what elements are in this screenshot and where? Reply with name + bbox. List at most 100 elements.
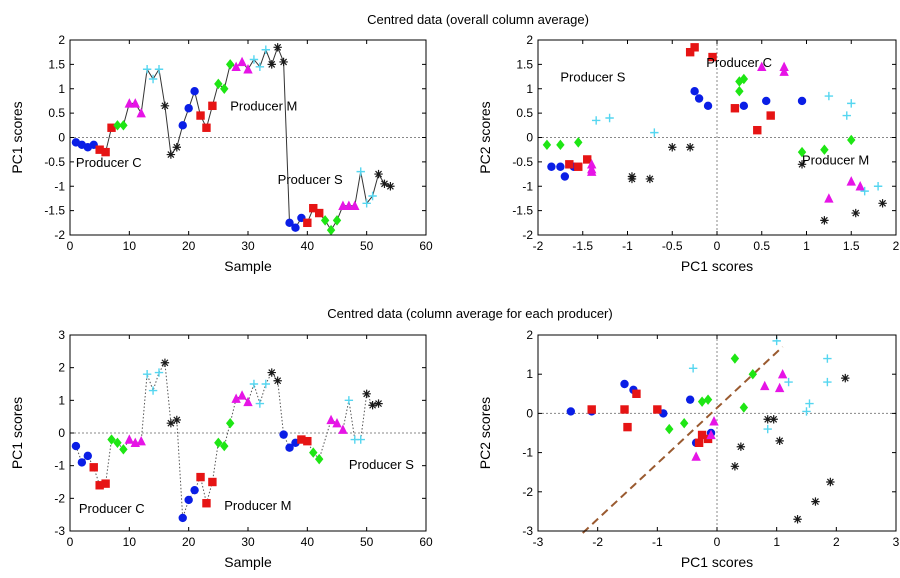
data-point-asterisk <box>841 373 850 383</box>
data-point-diamond <box>220 440 229 452</box>
data-point-triangle <box>757 61 767 72</box>
data-point-asterisk <box>273 376 282 385</box>
data-point-diamond <box>820 144 829 155</box>
x-axis-label: PC1 scores <box>681 554 753 570</box>
data-point-square <box>95 481 104 490</box>
data-point-square <box>202 123 211 132</box>
x-tick-label: 1 <box>773 535 780 549</box>
x-tick-label: 30 <box>241 239 255 253</box>
data-point-asterisk <box>878 199 887 208</box>
x-axis-label: PC1 scores <box>681 258 753 274</box>
data-point-diamond <box>214 78 223 90</box>
data-point-square <box>753 125 762 135</box>
y-tick-label: 0.5 <box>48 106 65 120</box>
data-point-plus <box>805 399 814 408</box>
y-tick-label: 2 <box>58 361 65 375</box>
data-point-circle <box>77 458 87 467</box>
data-point-circle <box>184 104 193 113</box>
x-axis-label: Sample <box>224 258 272 274</box>
x-tick-label: -1 <box>622 239 633 253</box>
data-point-plus <box>368 191 377 201</box>
x-tick-label: 30 <box>241 535 255 549</box>
data-point-asterisk <box>166 419 176 428</box>
data-point-plus <box>823 354 832 363</box>
data-point-triangle <box>777 369 788 379</box>
data-point-asterisk <box>374 399 383 408</box>
data-point-triangle <box>130 98 140 108</box>
data-point-triangle <box>136 435 146 446</box>
data-point-square <box>587 405 596 414</box>
data-point-diamond <box>315 453 324 465</box>
data-point-square <box>309 203 318 213</box>
data-point-square <box>303 436 312 446</box>
x-tick-label: -2 <box>592 535 603 549</box>
x-tick-label: 0.5 <box>753 239 770 253</box>
chart-bottom-right: -3 -2 -1 0 1 2 3 -3 -2 -1 0 1 2 PC1 scores PC2 scores <box>477 328 900 570</box>
x-tick-label: 0 <box>714 239 721 253</box>
y-tick-label: -3 <box>54 524 65 538</box>
data-point-triangle <box>326 414 336 425</box>
data-point-triangle <box>587 159 597 169</box>
data-point-square <box>690 43 699 52</box>
y-tick-label: 1.5 <box>516 57 533 71</box>
y-tick-label: -0.5 <box>44 155 65 169</box>
data-point-triangle <box>691 451 701 461</box>
data-point-square <box>574 162 583 171</box>
data-point-circle <box>762 96 771 106</box>
data-point-plus <box>356 167 365 176</box>
data-point-diamond <box>309 447 318 458</box>
data-point-diamond <box>226 59 235 70</box>
data-point-square <box>708 52 717 62</box>
x-tick-label: 40 <box>301 239 315 253</box>
y-tick-label: -1 <box>522 179 533 193</box>
data-point-plus <box>860 186 869 196</box>
data-point-diamond <box>739 402 749 413</box>
y-tick-label: 1.5 <box>48 57 65 71</box>
data-point-diamond <box>574 137 583 148</box>
y-tick-label: -3 <box>522 524 533 538</box>
annotation-label: Producer S <box>349 457 414 472</box>
data-point-diamond <box>326 224 336 236</box>
data-point-triangle <box>846 176 856 186</box>
y-tick-label: 2 <box>526 328 533 342</box>
data-point-asterisk <box>851 208 860 218</box>
data-point-asterisk <box>730 462 740 471</box>
data-point-asterisk <box>627 172 637 181</box>
data-point-square <box>583 155 592 164</box>
data-point-plus <box>784 377 793 387</box>
data-point-asterisk <box>172 415 181 425</box>
data-point-asterisk <box>368 401 377 410</box>
data-point-circle <box>620 379 629 389</box>
data-point-plus <box>154 368 164 377</box>
y-tick-label: 1 <box>526 367 533 381</box>
data-point-asterisk <box>374 169 383 179</box>
data-point-asterisk <box>668 143 677 152</box>
data-point-triangle <box>709 416 719 426</box>
x-tick-label: -0.5 <box>662 239 683 253</box>
data-point-plus <box>824 91 834 101</box>
data-point-circle <box>285 443 294 452</box>
x-tick-label: -1.5 <box>572 239 593 253</box>
data-point-asterisk <box>273 43 282 52</box>
x-tick-label: -1 <box>652 535 663 549</box>
data-point-plus <box>261 379 270 389</box>
data-point-circle <box>285 218 294 228</box>
chart-bottom-left: 0 10 20 30 40 50 60 -3 -2 -1 0 1 2 3 Sample PC1 scores P… <box>9 328 433 570</box>
y-tick-label: -2 <box>54 491 65 505</box>
data-point-square <box>196 111 205 120</box>
y-tick-label: -2 <box>54 228 65 242</box>
data-point-triangle <box>332 418 342 428</box>
data-point-circle <box>739 101 749 111</box>
data-point-plus <box>688 364 698 373</box>
y-axis-label: PC1 scores <box>9 101 25 173</box>
data-point-asterisk <box>267 368 276 377</box>
data-point-plus <box>605 113 614 123</box>
data-point-square <box>685 47 695 57</box>
data-point-square <box>623 422 632 432</box>
x-tick-label: 1.5 <box>843 239 860 253</box>
data-point-circle <box>690 86 699 96</box>
data-point-plus <box>255 399 265 408</box>
y-tick-label: 1 <box>526 82 533 96</box>
data-point-square <box>89 463 98 472</box>
annotation-label: Producer M <box>230 99 297 114</box>
